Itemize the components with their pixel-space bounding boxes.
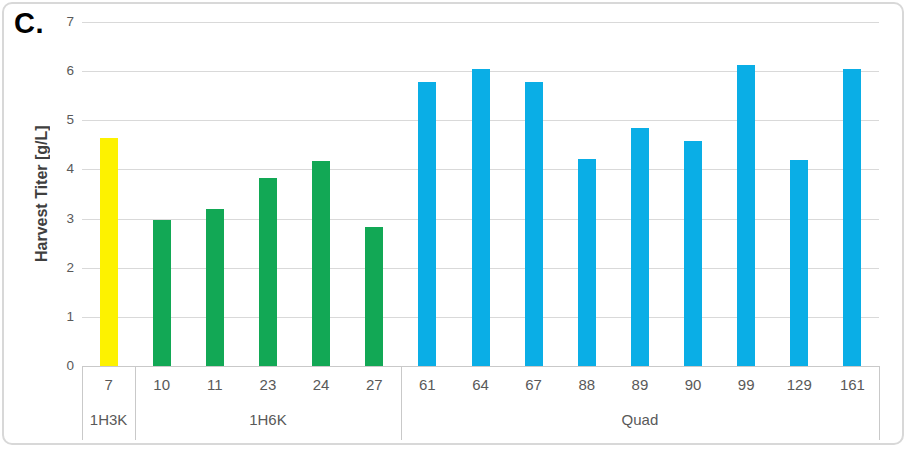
x-category-label-90: 90 (666, 368, 719, 402)
group-separator (401, 366, 402, 440)
bar-161 (843, 69, 861, 366)
x-category-label-10: 10 (135, 368, 188, 402)
group-separator (135, 366, 136, 440)
x-category-label-27: 27 (348, 368, 401, 402)
x-category-label-99: 99 (720, 368, 773, 402)
group-separator (82, 366, 83, 440)
x-category-label-61: 61 (401, 368, 454, 402)
x-category-label-67: 67 (507, 368, 560, 402)
x-category-label-7: 7 (82, 368, 135, 402)
x-category-label-89: 89 (613, 368, 666, 402)
chart-figure: C. Harvest Titer [g/L] 01234567 71011232… (0, 0, 906, 452)
bar-89 (631, 128, 649, 366)
x-group-label-quad: Quad (401, 403, 879, 436)
y-axis-title: Harvest Titer [g/L] (30, 22, 54, 366)
gridline (82, 366, 879, 367)
plot-area (82, 22, 879, 366)
x-category-label-24: 24 (295, 368, 348, 402)
bar-129 (790, 160, 808, 366)
bar-24 (312, 161, 330, 366)
bar-7 (100, 138, 118, 367)
bar-23 (259, 178, 277, 366)
bar-10 (153, 220, 171, 366)
x-category-label-11: 11 (188, 368, 241, 402)
bar-67 (525, 82, 543, 366)
gridline (82, 22, 879, 23)
bar-90 (684, 141, 702, 366)
bar-64 (472, 69, 490, 366)
x-category-label-129: 129 (773, 368, 826, 402)
x-category-label-161: 161 (826, 368, 879, 402)
bar-88 (578, 159, 596, 366)
x-category-label-88: 88 (560, 368, 613, 402)
bar-11 (206, 209, 224, 366)
group-separator (879, 366, 880, 440)
x-category-label-23: 23 (241, 368, 294, 402)
x-category-label-64: 64 (454, 368, 507, 402)
bar-27 (365, 227, 383, 366)
bar-99 (737, 65, 755, 366)
x-group-label-1h3k: 1H3K (82, 403, 135, 436)
x-group-label-1h6k: 1H6K (135, 403, 401, 436)
bar-61 (418, 82, 436, 366)
